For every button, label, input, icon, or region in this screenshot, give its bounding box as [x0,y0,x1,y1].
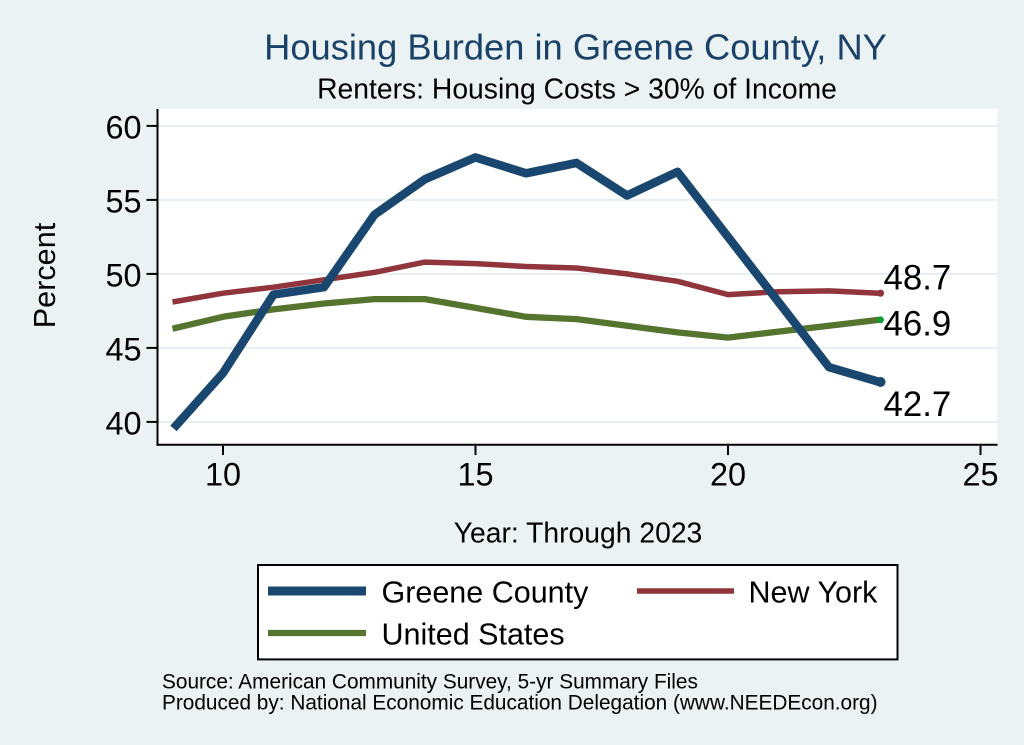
svg-text:20: 20 [710,457,746,493]
svg-text:New York: New York [749,576,879,610]
svg-text:United States: United States [382,618,565,652]
svg-text:40: 40 [105,406,141,442]
svg-text:Renters: Housing Costs > 30% o: Renters: Housing Costs > 30% of Income [317,73,837,105]
svg-text:Percent: Percent [28,222,62,328]
svg-text:45: 45 [105,332,141,368]
svg-text:42.7: 42.7 [884,385,952,424]
svg-text:Year: Through 2023: Year: Through 2023 [454,517,703,549]
svg-text:15: 15 [457,457,493,493]
svg-text:Greene County: Greene County [382,576,590,610]
svg-text:55: 55 [105,184,141,220]
svg-text:46.9: 46.9 [884,305,952,344]
svg-text:48.7: 48.7 [884,259,952,298]
svg-text:50: 50 [105,258,141,294]
svg-text:Produced by: National Economic: Produced by: National Economic Education… [162,692,878,715]
svg-text:10: 10 [205,457,241,493]
svg-text:25: 25 [962,457,998,493]
svg-text:60: 60 [105,110,141,146]
svg-text:Source: American Community Sur: Source: American Community Survey, 5-yr … [162,671,698,694]
svg-text:Housing Burden in Greene Count: Housing Burden in Greene County, NY [264,27,887,68]
